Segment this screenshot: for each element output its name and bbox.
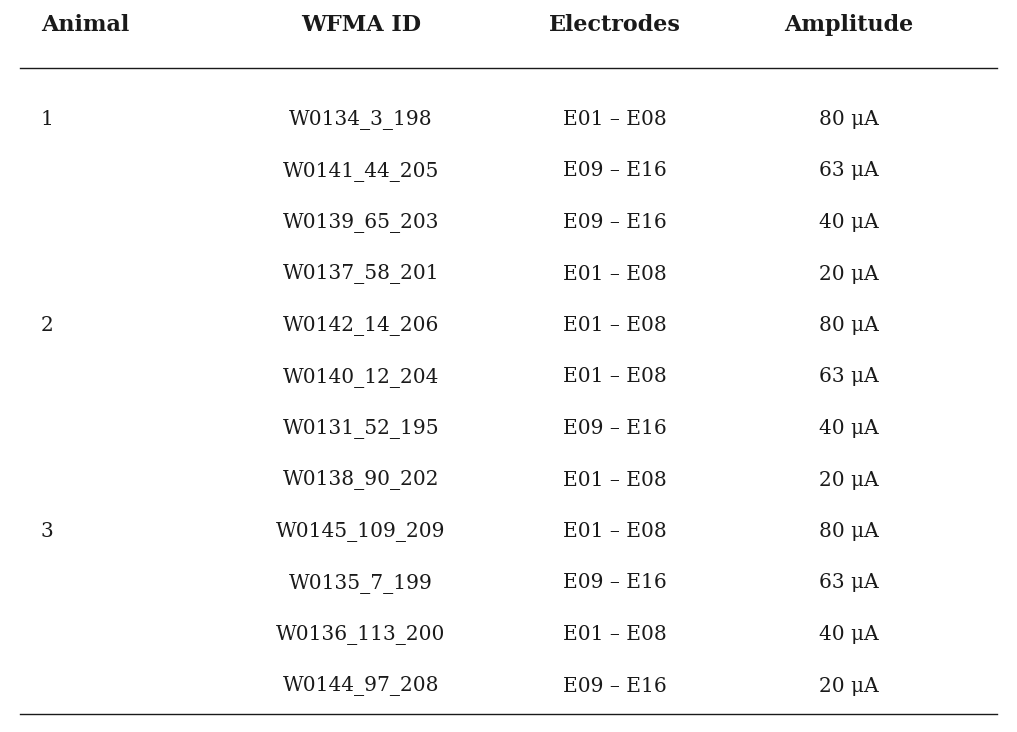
Text: W0137_58_201: W0137_58_201: [283, 264, 439, 285]
Text: W0139_65_203: W0139_65_203: [283, 213, 439, 233]
Text: 2: 2: [41, 316, 54, 335]
Text: E09 – E16: E09 – E16: [563, 419, 667, 438]
Text: E09 – E16: E09 – E16: [563, 676, 667, 695]
Text: W0138_90_202: W0138_90_202: [283, 471, 439, 490]
Text: W0144_97_208: W0144_97_208: [283, 676, 439, 697]
Text: 63 μA: 63 μA: [820, 162, 879, 181]
Text: E01 – E08: E01 – E08: [563, 316, 667, 335]
Text: W0131_52_195: W0131_52_195: [283, 419, 439, 439]
Text: 63 μA: 63 μA: [820, 367, 879, 386]
Text: E01 – E08: E01 – E08: [563, 625, 667, 644]
Text: 40 μA: 40 μA: [820, 419, 879, 438]
Text: 40 μA: 40 μA: [820, 625, 879, 644]
Text: 20 μA: 20 μA: [820, 471, 879, 490]
Text: Amplitude: Amplitude: [784, 14, 914, 36]
Text: W0136_113_200: W0136_113_200: [277, 625, 445, 645]
Text: Electrodes: Electrodes: [549, 14, 681, 36]
Text: E01 – E08: E01 – E08: [563, 471, 667, 490]
Text: WFMA ID: WFMA ID: [301, 14, 421, 36]
Text: E01 – E08: E01 – E08: [563, 110, 667, 129]
Text: 3: 3: [41, 522, 54, 541]
Text: 20 μA: 20 μA: [820, 676, 879, 695]
Text: W0140_12_204: W0140_12_204: [283, 367, 439, 387]
Text: W0135_7_199: W0135_7_199: [289, 573, 433, 594]
Text: W0134_3_198: W0134_3_198: [289, 110, 433, 130]
Text: W0142_14_206: W0142_14_206: [283, 316, 439, 336]
Text: W0141_44_205: W0141_44_205: [283, 162, 439, 182]
Text: 80 μA: 80 μA: [820, 316, 879, 335]
Text: E09 – E16: E09 – E16: [563, 213, 667, 232]
Text: E01 – E08: E01 – E08: [563, 522, 667, 541]
Text: 80 μA: 80 μA: [820, 110, 879, 129]
Text: E01 – E08: E01 – E08: [563, 264, 667, 283]
Text: Animal: Animal: [41, 14, 129, 36]
Text: 40 μA: 40 μA: [820, 213, 879, 232]
Text: W0145_109_209: W0145_109_209: [277, 522, 445, 542]
Text: 20 μA: 20 μA: [820, 264, 879, 283]
Text: 80 μA: 80 μA: [820, 522, 879, 541]
Text: 63 μA: 63 μA: [820, 573, 879, 592]
Text: 1: 1: [41, 110, 54, 129]
Text: E09 – E16: E09 – E16: [563, 162, 667, 181]
Text: E09 – E16: E09 – E16: [563, 573, 667, 592]
Text: E01 – E08: E01 – E08: [563, 367, 667, 386]
